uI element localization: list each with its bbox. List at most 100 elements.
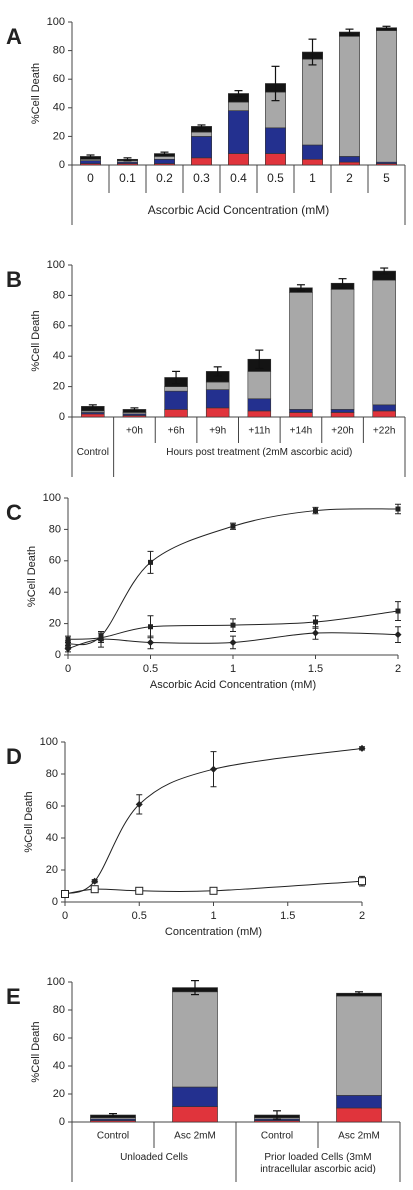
y-axis-label: %Cell Death <box>30 1021 42 1082</box>
error-bar <box>197 124 206 129</box>
marker <box>395 608 401 614</box>
x-tick-label: +22h <box>373 426 396 437</box>
group-label: Control <box>76 447 109 458</box>
y-tick-label: 100 <box>40 736 58 748</box>
bar-segment <box>80 160 101 164</box>
marker <box>210 765 217 773</box>
marker <box>90 885 99 894</box>
bar-segment <box>205 389 230 409</box>
error-bar <box>382 25 391 30</box>
marker <box>148 559 153 565</box>
error-bar <box>86 154 95 159</box>
marker <box>135 800 143 808</box>
marker <box>394 631 402 639</box>
y-tick-label: 0 <box>59 159 65 171</box>
x-tick-label: 0.3 <box>193 171 210 185</box>
marker <box>313 619 318 625</box>
x-tick-label: 1 <box>210 910 216 922</box>
marker <box>65 636 71 642</box>
bar-segment <box>376 30 397 163</box>
bar-segment <box>247 371 272 400</box>
bar-segment <box>164 390 188 410</box>
bar-segment <box>247 398 272 412</box>
bar-segment <box>336 1107 382 1123</box>
bar-segment <box>336 995 382 1096</box>
panel-label: C <box>6 500 22 525</box>
y-tick-label: 40 <box>53 1060 65 1072</box>
y-tick-label: 20 <box>53 130 65 142</box>
bar-segment <box>372 279 396 406</box>
error-bar <box>172 370 181 385</box>
error-bar <box>130 407 139 412</box>
bar-segment <box>339 161 360 166</box>
y-tick-label: 60 <box>53 73 65 85</box>
group-label: Hours post treatment (2mM ascorbic acid) <box>166 447 353 458</box>
bar-segment <box>330 289 355 410</box>
x-tick-label: Asc 2mM <box>174 1131 216 1142</box>
x-tick-label: +11h <box>248 426 270 437</box>
y-tick-label: 100 <box>43 492 61 504</box>
bar-segment <box>289 409 313 413</box>
x-tick-label: +14h <box>290 426 313 437</box>
bar-segment <box>205 407 230 418</box>
x-tick-label: 0.5 <box>267 171 284 185</box>
bar-segment <box>172 1086 218 1107</box>
group-label-box: Prior loaded Cells (3mM intracellular as… <box>260 1152 376 1175</box>
marker <box>358 744 366 752</box>
bar-segment <box>154 158 175 164</box>
y-tick-label: 40 <box>53 350 65 362</box>
y-tick-label: 80 <box>46 768 58 780</box>
x-tick-label: 0.4 <box>230 171 247 185</box>
x-tick-label: 1.5 <box>308 663 323 675</box>
error-bar <box>191 979 199 996</box>
bar-segment <box>172 991 218 1088</box>
error-bar <box>88 404 97 409</box>
bar-segment <box>265 153 286 166</box>
marker <box>135 886 144 895</box>
marker <box>147 638 154 646</box>
y-tick-label: 40 <box>49 586 61 598</box>
x-tick-label: 1 <box>309 171 316 185</box>
error-bar <box>273 1110 281 1120</box>
error-bar <box>345 28 354 36</box>
y-axis-label: %Cell Death <box>26 546 38 607</box>
error-bar <box>109 1112 117 1118</box>
x-tick-label: 0.2 <box>156 171 173 185</box>
bar-segment <box>339 156 360 163</box>
marker <box>230 622 236 628</box>
x-tick-label: Asc 2mM <box>338 1131 380 1142</box>
marker <box>148 624 153 630</box>
x-tick-label: 1 <box>230 663 236 675</box>
error-bar <box>213 366 222 377</box>
x-tick-label: 2 <box>359 910 365 922</box>
x-tick-label: 0.5 <box>132 910 147 922</box>
x-tick-label: +20h <box>331 426 354 437</box>
x-axis-label: Concentration (mM) <box>165 926 262 938</box>
x-tick-label: 5 <box>383 171 390 185</box>
y-tick-label: 60 <box>53 320 65 332</box>
bar-segment <box>302 58 323 146</box>
marker <box>91 877 99 885</box>
bar-segment <box>372 404 396 412</box>
panel-label: A <box>6 24 22 49</box>
bar-segment <box>302 144 323 160</box>
x-axis-label: Ascorbic Acid Concentration (mM) <box>150 679 316 691</box>
bar-segment <box>172 1106 218 1123</box>
group-label: Prior loaded Cells (3mM intracellular as… <box>260 1152 376 1175</box>
bar-segment <box>247 410 272 418</box>
x-tick-label: 0 <box>87 171 94 185</box>
bar-segment <box>154 156 175 160</box>
y-tick-label: 40 <box>53 102 65 114</box>
marker <box>230 523 236 529</box>
y-tick-label: 40 <box>46 832 58 844</box>
bar-segment <box>372 410 396 418</box>
series-line <box>64 880 363 895</box>
series-line <box>64 747 363 895</box>
x-tick-label: Control <box>261 1131 293 1142</box>
y-tick-label: 60 <box>53 1032 65 1044</box>
bar-segment <box>339 35 360 157</box>
y-tick-label: 20 <box>53 381 65 393</box>
bar-segment <box>228 110 249 154</box>
marker <box>358 877 366 886</box>
error-bar <box>255 349 264 369</box>
